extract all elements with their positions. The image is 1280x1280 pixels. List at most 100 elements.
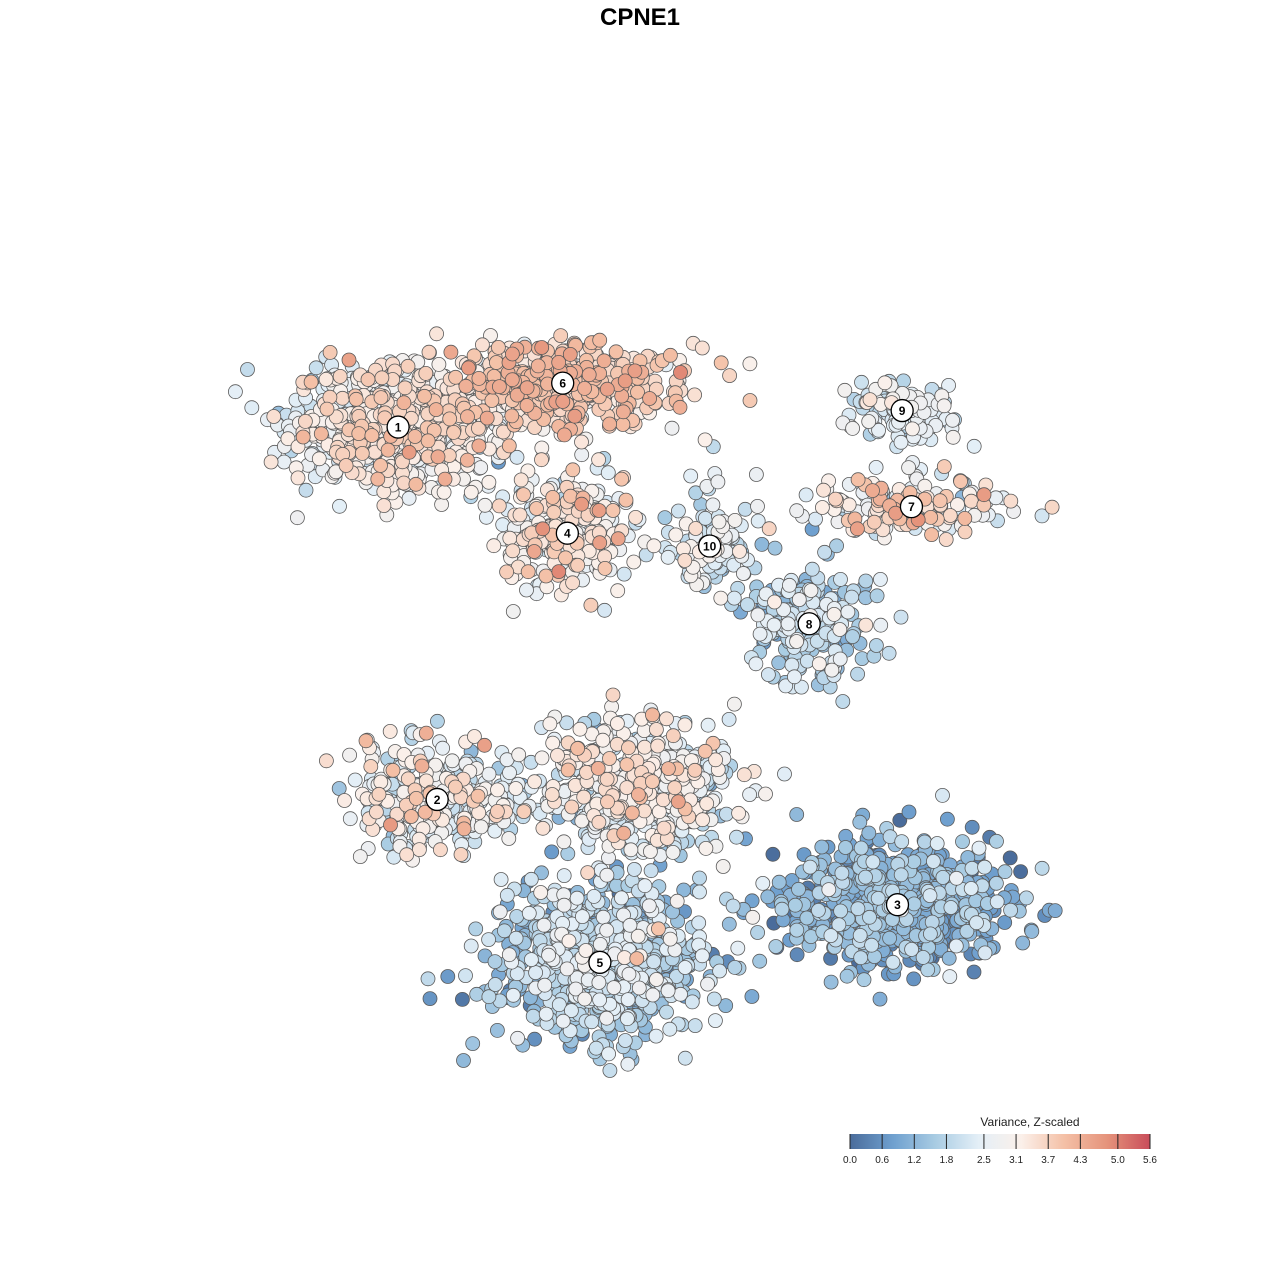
data-point — [826, 607, 842, 622]
data-point — [708, 1013, 723, 1028]
data-point — [461, 360, 476, 376]
data-point — [335, 390, 350, 406]
data-point — [940, 811, 955, 827]
data-point — [437, 471, 453, 487]
data-point — [592, 937, 608, 952]
data-point — [881, 645, 897, 661]
data-point — [917, 834, 932, 850]
data-point — [1013, 864, 1028, 879]
data-point — [351, 426, 367, 442]
data-point — [534, 452, 549, 468]
data-point — [342, 811, 358, 827]
data-point — [742, 787, 757, 802]
data-point — [932, 493, 948, 509]
data-point — [791, 881, 806, 897]
data-point — [750, 498, 765, 514]
data-point — [1047, 903, 1063, 918]
data-point — [444, 753, 460, 769]
data-point — [938, 532, 954, 547]
data-point — [565, 462, 581, 478]
data-point — [595, 732, 611, 748]
data-point — [358, 733, 374, 749]
data-point — [969, 915, 984, 931]
data-point — [850, 666, 865, 682]
data-point — [823, 974, 839, 990]
data-point — [458, 968, 473, 983]
data-point — [936, 459, 952, 475]
data-point — [616, 825, 632, 841]
data-point — [817, 544, 832, 560]
data-point — [610, 531, 626, 547]
data-point — [976, 487, 992, 503]
data-point — [383, 817, 398, 833]
data-point — [473, 819, 489, 835]
data-point — [761, 667, 776, 682]
data-point — [745, 909, 761, 925]
data-point — [510, 1030, 525, 1046]
data-point — [700, 717, 716, 733]
data-point — [694, 340, 710, 356]
data-point — [458, 378, 474, 394]
data-point — [997, 915, 1013, 930]
data-point — [865, 483, 880, 499]
data-point — [512, 507, 528, 523]
data-point — [414, 758, 430, 774]
data-point — [508, 781, 524, 796]
data-point — [428, 402, 444, 418]
data-point — [266, 409, 282, 424]
data-point — [692, 870, 707, 886]
data-point — [465, 1036, 481, 1051]
data-point — [649, 972, 664, 987]
data-point — [731, 805, 746, 821]
data-point — [440, 969, 456, 984]
data-point — [869, 638, 884, 653]
data-point — [527, 774, 542, 790]
data-point — [605, 503, 621, 518]
data-point — [553, 328, 569, 344]
data-point — [722, 368, 737, 384]
data-point — [429, 713, 445, 729]
data-point — [422, 991, 438, 1006]
data-point — [901, 460, 916, 476]
data-point — [562, 346, 578, 362]
data-point — [872, 991, 888, 1007]
data-point — [624, 805, 640, 821]
data-point — [742, 393, 758, 408]
data-point — [511, 747, 527, 763]
data-point — [760, 889, 776, 905]
data-point — [544, 844, 560, 860]
data-point — [811, 903, 826, 918]
data-point — [490, 339, 506, 355]
data-point — [602, 751, 617, 766]
data-point — [599, 381, 615, 397]
data-point — [683, 468, 699, 484]
data-point — [837, 382, 853, 398]
data-point — [964, 819, 980, 835]
data-point — [905, 421, 920, 437]
data-point — [556, 834, 572, 850]
data-point — [688, 521, 704, 536]
data-point — [601, 1046, 616, 1062]
data-point — [771, 874, 787, 890]
data-point — [948, 938, 964, 954]
data-point — [481, 766, 497, 782]
data-point — [856, 972, 872, 988]
data-point — [1015, 935, 1031, 951]
data-point — [727, 513, 743, 528]
data-point — [989, 875, 1004, 891]
data-point — [749, 467, 764, 482]
data-point — [752, 953, 768, 969]
data-point — [295, 429, 311, 445]
data-point — [373, 458, 388, 473]
data-point — [901, 804, 917, 820]
data-point — [371, 786, 387, 802]
data-point — [892, 812, 908, 828]
data-point — [789, 947, 805, 963]
data-point — [858, 573, 874, 589]
data-point — [645, 774, 660, 789]
data-point — [637, 803, 652, 819]
data-point — [591, 814, 607, 830]
data-point — [263, 454, 279, 470]
data-point — [499, 564, 515, 580]
data-point — [766, 617, 782, 633]
